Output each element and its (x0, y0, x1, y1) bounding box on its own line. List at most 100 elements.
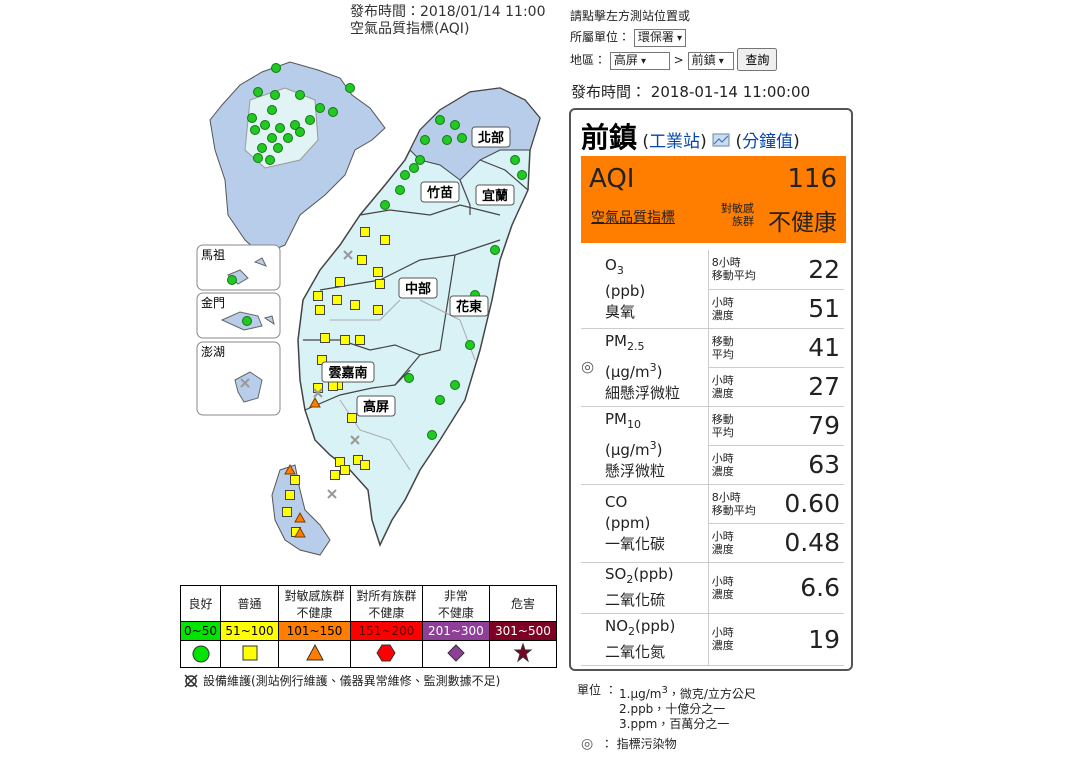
station-moderate[interactable] (313, 291, 323, 301)
station-moderate[interactable] (340, 335, 350, 345)
station-good[interactable] (242, 316, 252, 326)
station-good[interactable] (427, 430, 437, 440)
legend-header-line: 不健康 (368, 605, 405, 620)
station-good[interactable] (345, 83, 355, 93)
station-good[interactable] (271, 63, 281, 73)
station-good[interactable] (290, 120, 300, 130)
station-moderate[interactable] (340, 465, 350, 475)
station-moderate[interactable] (360, 460, 370, 470)
formula-symbol: SO (605, 565, 627, 583)
station-sensitive[interactable] (284, 463, 296, 475)
station-good[interactable] (267, 105, 277, 115)
station-good[interactable] (295, 127, 305, 137)
station-name[interactable]: 前鎮 (581, 121, 638, 154)
reading-label: 8小時 移動平均 (707, 250, 768, 290)
station-good[interactable] (253, 87, 263, 97)
station-good[interactable] (275, 123, 285, 133)
station-good[interactable] (265, 155, 275, 165)
station-moderate[interactable] (373, 267, 383, 277)
formula-subscript: 2 (628, 624, 636, 638)
station-maintenance[interactable] (327, 489, 337, 499)
station-good[interactable] (328, 107, 338, 117)
station-good[interactable] (400, 170, 410, 180)
publish-value: 2018-01-14 11:00:00 (650, 83, 811, 101)
station-good[interactable] (247, 113, 257, 123)
station-good[interactable] (510, 155, 520, 165)
station-good[interactable] (260, 120, 270, 130)
pollutant-unit: (ppm) (605, 513, 708, 534)
station-good[interactable] (283, 133, 293, 143)
station-good[interactable] (315, 103, 325, 113)
station-good[interactable] (250, 125, 260, 135)
station-moderate[interactable] (355, 335, 365, 345)
station-good[interactable] (227, 275, 237, 285)
station-moderate[interactable] (330, 470, 340, 480)
station-moderate[interactable] (360, 227, 370, 237)
station-good[interactable] (435, 115, 445, 125)
station-moderate[interactable] (373, 305, 383, 315)
station-good[interactable] (395, 185, 405, 195)
station-good[interactable] (257, 143, 267, 153)
station-moderate[interactable] (335, 277, 345, 287)
legend-range: 151~200 (349, 621, 423, 641)
station-moderate[interactable] (282, 507, 292, 517)
station-maintenance[interactable] (343, 250, 353, 260)
station-moderate[interactable] (320, 333, 330, 343)
reading-value: 0.48 (767, 523, 844, 563)
station-moderate[interactable] (350, 300, 360, 310)
station-moderate[interactable] (347, 413, 357, 423)
station-good[interactable] (270, 90, 280, 100)
station-good[interactable] (267, 133, 277, 143)
station-type-link[interactable]: 工業站 (649, 132, 701, 152)
minute-link[interactable]: 分鐘值 (742, 132, 794, 152)
area-select[interactable]: 高屏 (609, 52, 670, 70)
station-good[interactable] (442, 135, 452, 145)
station-moderate[interactable] (332, 295, 342, 305)
station-moderate[interactable] (285, 490, 295, 500)
query-button[interactable]: 查詢 (737, 48, 778, 71)
station-sensitive[interactable] (309, 396, 321, 408)
station-good[interactable] (305, 115, 315, 125)
station-good[interactable] (295, 90, 305, 100)
station-good[interactable] (415, 155, 425, 165)
station-good[interactable] (450, 120, 460, 130)
station-good[interactable] (517, 170, 527, 180)
station-good[interactable] (457, 133, 467, 143)
station-good[interactable] (409, 163, 419, 173)
aqi-value: 116 (787, 164, 837, 194)
station-moderate[interactable] (375, 279, 385, 289)
station-panel: 前鎮 (工業站) (分鐘值) AQI 116 空氣品質指標 對敏感 族群 不健康… (569, 108, 853, 671)
reading-label-line: 濃度 (711, 386, 734, 400)
station-good[interactable] (450, 380, 460, 390)
station-sensitive[interactable] (294, 511, 306, 523)
station-good[interactable] (490, 245, 500, 255)
station-moderate[interactable] (357, 255, 367, 265)
station-maintenance[interactable] (240, 378, 250, 388)
station-sensitive[interactable] (294, 526, 306, 538)
reading-value: 41 (767, 328, 844, 368)
unit-text: (ppb) (633, 565, 674, 583)
station-good[interactable] (380, 200, 390, 210)
aqi-full-name[interactable]: 空氣品質指標 (591, 210, 675, 226)
instruction: 請點擊左方測站位置或 (570, 9, 691, 23)
station-good[interactable] (273, 143, 283, 153)
station-good[interactable] (420, 135, 430, 145)
station-good[interactable] (404, 373, 414, 383)
station-moderate[interactable] (290, 475, 300, 485)
station-good[interactable] (253, 153, 263, 163)
legend-symbol-shape (447, 643, 465, 662)
unit-rest: ，微克/立方公尺 (667, 687, 756, 701)
station-select[interactable]: 前鎮 (687, 52, 734, 70)
station-moderate[interactable] (380, 235, 390, 245)
station-maintenance[interactable] (313, 388, 323, 398)
station-good[interactable] (465, 340, 475, 350)
pollutant-name: 一氧化碳 (605, 534, 666, 553)
unit-select[interactable]: 環保署 (633, 29, 687, 47)
status-group: 對敏感 族群 (721, 202, 754, 228)
chart-icon[interactable] (712, 133, 730, 147)
station-maintenance[interactable] (350, 435, 360, 445)
legend-symbol (305, 643, 324, 660)
station-good[interactable] (435, 395, 445, 405)
station-moderate[interactable] (328, 381, 338, 391)
station-moderate[interactable] (315, 305, 325, 315)
